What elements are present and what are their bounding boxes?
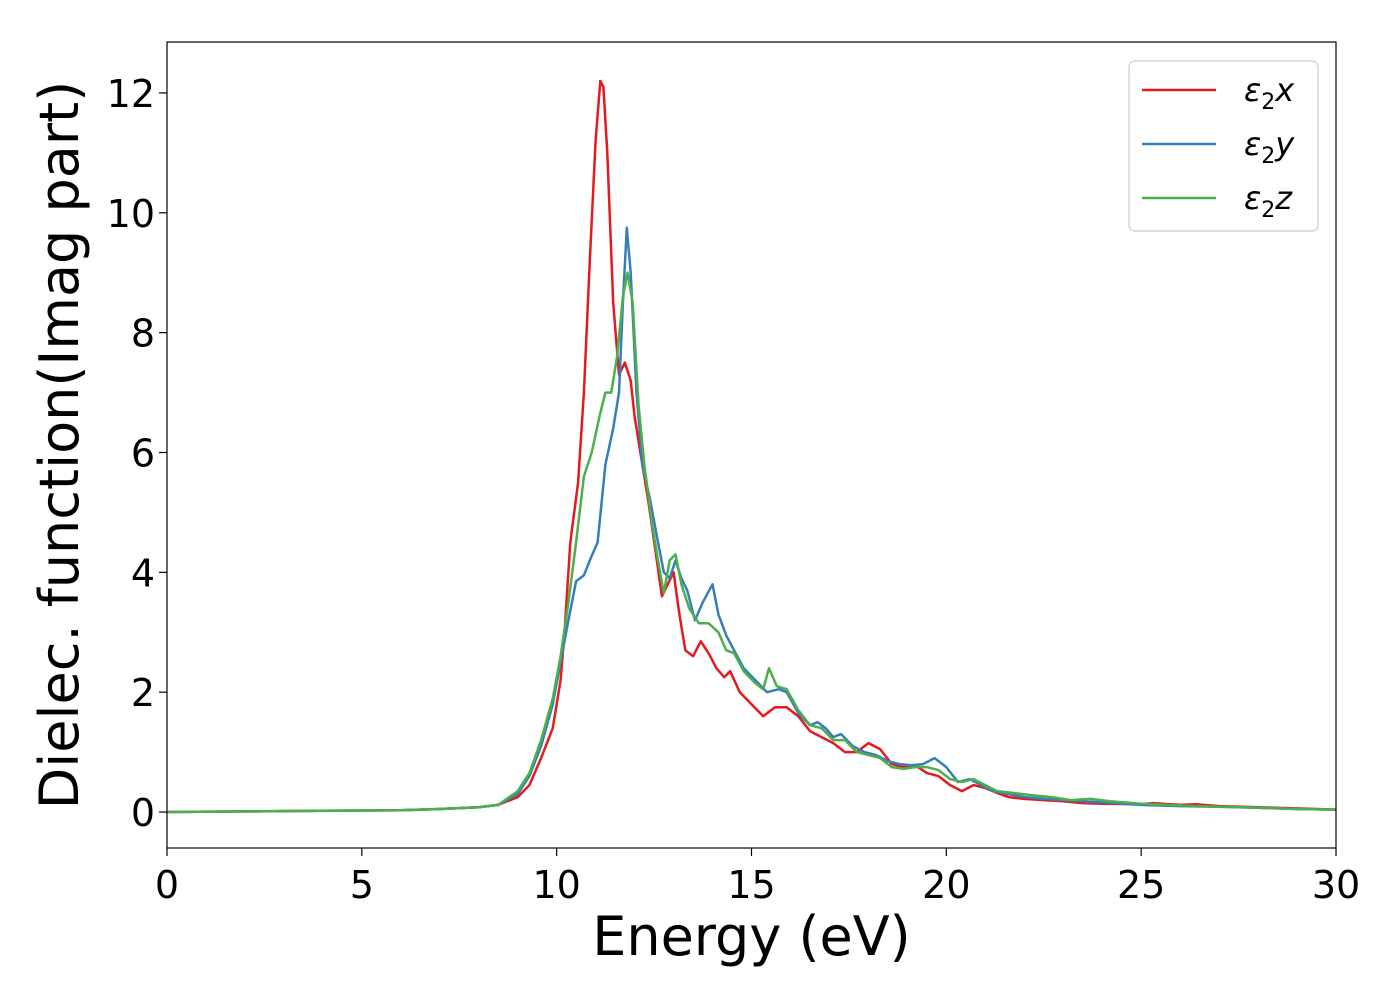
x-tick-label: 20 xyxy=(922,863,970,907)
series-layer xyxy=(166,79,1337,814)
x-tick-label: 25 xyxy=(1117,863,1165,907)
y-axis-label: Dielec. function(Imag part) xyxy=(28,81,91,810)
x-tick-label: 0 xyxy=(155,863,179,907)
legend-box xyxy=(1128,60,1319,232)
legend-label-y: ε2y xyxy=(1244,125,1295,169)
y-tick-label: 6 xyxy=(131,431,155,475)
legend: ε2x ε2y ε2z xyxy=(1128,60,1319,232)
series-line-z xyxy=(166,271,1337,814)
y-tick-label: 4 xyxy=(131,551,155,595)
x-axis-label: Energy (eV) xyxy=(592,905,911,968)
x-tick-label: 10 xyxy=(532,863,580,907)
legend-label-z: ε2z xyxy=(1244,179,1293,223)
legend-label-x: ε2x xyxy=(1244,71,1295,115)
y-tick-label: 10 xyxy=(107,192,155,236)
y-tick-label: 2 xyxy=(131,671,155,715)
x-tick-label: 5 xyxy=(350,863,374,907)
y-tick-label: 8 xyxy=(131,312,155,356)
y-tick-label: 12 xyxy=(107,72,155,116)
x-axis-ticks: 0 5 10 15 20 25 30 xyxy=(155,848,1360,907)
x-tick-label: 30 xyxy=(1312,863,1360,907)
y-axis-ticks: 0 2 4 6 8 10 12 xyxy=(107,72,167,835)
x-tick-label: 15 xyxy=(727,863,775,907)
y-tick-label: 0 xyxy=(131,791,155,835)
series-line-y xyxy=(166,226,1337,814)
series-line-x xyxy=(166,79,1337,814)
